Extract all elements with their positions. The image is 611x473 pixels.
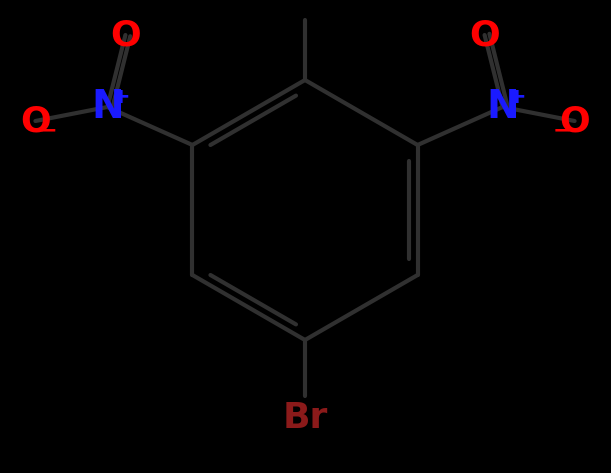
Text: −: − bbox=[552, 120, 571, 140]
Text: Br: Br bbox=[282, 401, 327, 435]
Text: +: + bbox=[112, 87, 131, 107]
Text: −: − bbox=[39, 120, 57, 140]
Text: O: O bbox=[20, 104, 51, 138]
Text: O: O bbox=[110, 18, 141, 52]
Text: +: + bbox=[507, 87, 526, 107]
Text: N: N bbox=[486, 88, 519, 126]
Text: O: O bbox=[469, 18, 500, 52]
Text: N: N bbox=[91, 88, 124, 126]
Text: O: O bbox=[559, 104, 590, 138]
